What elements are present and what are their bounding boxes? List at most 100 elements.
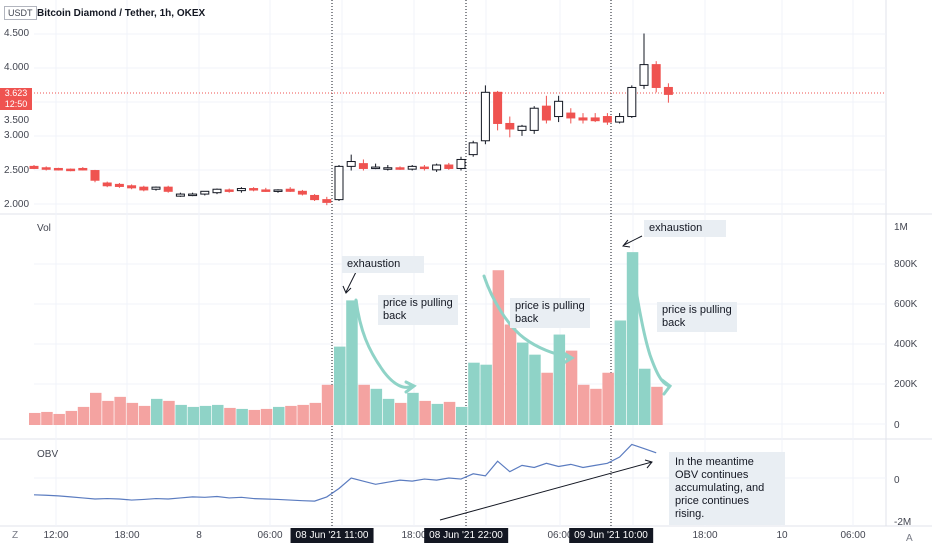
volume-bar <box>102 400 114 425</box>
chart-title: Bitcoin Diamond / Tether, 1h, OKEX <box>37 8 206 19</box>
exhaustion-arrow <box>345 271 357 293</box>
obv-trend-arrowhead <box>644 459 653 469</box>
time-highlight: 09 Jun '21 10:00 <box>569 528 653 543</box>
volume-tick: 400K <box>894 339 918 350</box>
candle-body <box>41 167 51 170</box>
volume-bar <box>590 388 602 425</box>
candle-body <box>383 167 393 170</box>
obv-tick: -2M <box>894 517 912 528</box>
candle-body <box>480 91 490 142</box>
price-tick: 4.500 <box>4 28 30 39</box>
candle-body <box>102 182 112 187</box>
auto-scale-toggle[interactable]: A <box>906 533 913 544</box>
time-tick: 10 <box>776 530 788 541</box>
drawings-layer[interactable] <box>342 235 673 521</box>
volume-bar <box>309 402 322 425</box>
time-tick: 18:00 <box>401 530 427 541</box>
candle-body <box>175 193 185 197</box>
exhaustion-arrowhead <box>342 285 352 294</box>
candle-body <box>395 167 405 170</box>
candle-body <box>358 163 368 169</box>
candle-body <box>468 142 478 156</box>
volume-panel-label: Vol <box>37 223 51 234</box>
volume-bar <box>163 400 175 425</box>
candle-body <box>322 199 332 203</box>
volume-bar <box>578 384 590 425</box>
volume-tick: 200K <box>894 379 918 390</box>
annotation-exhaustion[interactable]: exhaustion <box>644 220 726 237</box>
candle-body <box>432 164 442 171</box>
volume-tick: 0 <box>894 420 900 431</box>
candle-body <box>310 194 320 201</box>
volume-bar <box>626 252 639 425</box>
candle-body <box>493 91 503 124</box>
volume-bar <box>297 404 309 425</box>
candle-body <box>127 185 137 189</box>
volume-bar <box>334 346 346 425</box>
annotation-exhaustion[interactable]: exhaustion <box>342 256 424 273</box>
volume-bar <box>41 411 53 425</box>
candle-body <box>505 122 515 130</box>
candle-body <box>419 166 429 170</box>
grid-lines <box>0 0 932 527</box>
time-tick: 12:00 <box>43 530 69 541</box>
annotation-obv-note[interactable]: In the meantime OBV continues accumulati… <box>669 452 785 525</box>
candle-body <box>90 170 100 181</box>
candle-body <box>139 186 149 191</box>
obv-panel-label: OBV <box>37 449 59 460</box>
obv-tick: 0 <box>894 475 900 486</box>
volume-bar <box>77 406 90 425</box>
volume-bar <box>65 410 78 425</box>
annotation-pullback[interactable]: price is pulling back <box>657 302 737 332</box>
volume-bar <box>541 372 553 425</box>
volume-bar <box>504 324 517 425</box>
volume-bar <box>53 413 65 425</box>
volume-bar <box>248 409 261 425</box>
volume-bar <box>614 320 627 425</box>
annotation-pullback[interactable]: price is pulling back <box>510 298 590 328</box>
volume-bar <box>138 405 151 425</box>
volume-bar <box>273 406 285 425</box>
candle-body <box>615 116 625 123</box>
price-tick: 3.500 <box>4 115 30 126</box>
candle-body <box>651 64 661 88</box>
volume-bar <box>517 342 529 425</box>
candle-body <box>334 165 344 201</box>
candle-body <box>541 105 551 121</box>
candle-body <box>66 168 76 172</box>
volume-bar <box>553 334 566 425</box>
candle-body <box>517 125 527 131</box>
candle-body <box>212 188 222 194</box>
volume-bar <box>126 402 139 425</box>
candlestick-series <box>29 33 673 206</box>
volume-tick: 1M <box>894 222 908 233</box>
candle-body <box>456 158 466 169</box>
price-tick: 4.000 <box>4 62 30 73</box>
volume-bar <box>395 402 407 425</box>
candle-body <box>663 86 673 95</box>
log-scale-toggle[interactable]: Z <box>12 530 19 541</box>
volume-bar <box>419 400 431 425</box>
volume-tick: 600K <box>894 299 918 310</box>
time-tick: 06:00 <box>840 530 866 541</box>
pullback-stroke <box>482 274 575 366</box>
volume-bar <box>468 362 480 425</box>
candle-body <box>602 116 612 123</box>
price-tick: 2.000 <box>4 199 30 210</box>
price-tick: 2.500 <box>4 165 30 176</box>
candle-body <box>566 112 576 119</box>
currency-badge[interactable]: USDT <box>4 6 37 20</box>
time-highlight: 08 Jun '21 11:00 <box>290 528 374 543</box>
candle-body <box>261 189 271 192</box>
current-price: 3.623 <box>4 88 28 98</box>
annotation-pullback[interactable]: price is pulling back <box>378 295 458 325</box>
volume-bar <box>187 406 200 425</box>
time-tick: 18:00 <box>114 530 140 541</box>
candle-body <box>627 86 637 118</box>
candle-body <box>578 117 588 121</box>
time-tick: 8 <box>196 530 202 541</box>
time-tick: 06:00 <box>257 530 283 541</box>
candle-body <box>188 193 198 197</box>
candle-body <box>163 186 173 192</box>
